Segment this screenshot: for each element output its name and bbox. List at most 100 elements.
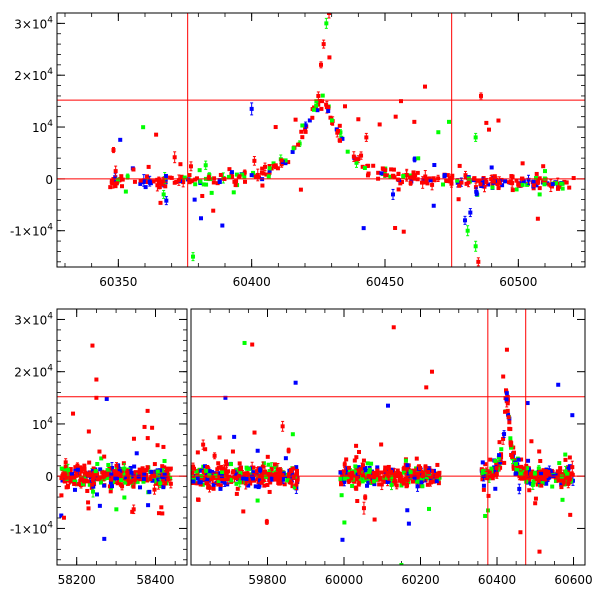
data-point	[105, 475, 110, 480]
data-point	[391, 192, 395, 197]
data-point	[132, 179, 137, 184]
data-point	[194, 469, 199, 474]
data-point	[404, 173, 409, 178]
data-point	[387, 477, 392, 482]
data-point	[197, 168, 202, 173]
data-point	[480, 180, 485, 185]
data-point	[383, 473, 388, 478]
data-point	[473, 185, 478, 190]
data-point	[366, 480, 371, 485]
data-point	[441, 182, 446, 187]
data-point	[486, 493, 491, 498]
data-point	[504, 397, 509, 402]
data-point	[288, 480, 293, 485]
data-point	[172, 180, 177, 185]
data-point	[566, 481, 571, 486]
data-point	[65, 483, 70, 488]
data-point	[489, 165, 494, 170]
data-point	[209, 469, 214, 474]
data-point	[119, 478, 124, 483]
data-point	[571, 176, 576, 181]
data-point	[525, 182, 530, 187]
data-point	[395, 468, 400, 473]
data-point	[496, 118, 501, 123]
data-point	[167, 467, 172, 472]
data-point	[202, 475, 207, 480]
data-point	[491, 179, 496, 184]
data-point	[109, 180, 114, 185]
data-point	[420, 180, 425, 185]
data-point	[228, 477, 233, 482]
data-point	[388, 174, 393, 179]
data-point	[389, 475, 394, 480]
data-point	[102, 476, 107, 481]
bottom-segment-2: 59800 60000 60200 60400 60600	[190, 308, 593, 587]
data-point	[544, 471, 549, 476]
data-point	[150, 478, 155, 483]
data-point	[410, 479, 415, 484]
data-point	[90, 343, 95, 348]
data-point	[74, 470, 79, 475]
data-point	[251, 170, 256, 175]
data-point	[227, 167, 232, 172]
data-point	[501, 374, 506, 379]
plot-frame	[190, 308, 586, 566]
data-point	[428, 178, 433, 183]
data-point	[280, 424, 285, 429]
data-point	[86, 500, 91, 505]
data-point	[432, 178, 437, 183]
data-point	[205, 481, 210, 486]
data-point	[497, 440, 502, 445]
data-point	[320, 93, 325, 98]
x-tick-label: 60450	[366, 275, 404, 289]
data-point	[514, 471, 519, 476]
data-point	[365, 173, 370, 178]
data-point	[560, 186, 565, 191]
data-point	[294, 468, 299, 473]
data-point	[113, 476, 118, 481]
data-point	[220, 223, 225, 228]
data-point	[556, 478, 561, 483]
data-point	[291, 466, 296, 471]
data-point	[203, 163, 208, 168]
data-point	[258, 478, 263, 483]
data-point	[455, 178, 460, 183]
data-point	[344, 468, 349, 473]
data-point	[347, 479, 352, 484]
data-point	[508, 443, 513, 448]
data-point	[233, 472, 238, 477]
data-point	[405, 483, 410, 488]
data-point	[295, 478, 300, 483]
data-point	[94, 395, 99, 400]
data-point	[233, 183, 238, 188]
data-point	[84, 471, 89, 476]
data-point	[193, 177, 198, 182]
data-point	[81, 479, 86, 484]
data-point	[145, 465, 150, 470]
data-point	[68, 467, 73, 472]
data-point	[230, 174, 235, 179]
data-point	[250, 342, 255, 347]
data-point	[200, 482, 205, 487]
data-point	[549, 184, 554, 189]
data-point	[426, 506, 431, 511]
data-point	[283, 456, 288, 461]
data-point	[187, 173, 192, 178]
data-point	[272, 462, 277, 467]
data-point	[445, 173, 450, 178]
data-point	[81, 466, 86, 471]
data-point	[424, 177, 429, 182]
data-point	[122, 473, 127, 478]
data-point	[95, 461, 100, 466]
data-point	[251, 465, 256, 470]
data-point	[326, 106, 331, 111]
data-point	[372, 479, 377, 484]
data-point	[390, 467, 395, 472]
data-point	[91, 475, 96, 480]
data-point	[319, 106, 324, 111]
data-point	[287, 472, 292, 477]
data-point	[508, 179, 513, 184]
data-point	[511, 466, 516, 471]
data-point	[402, 468, 407, 473]
